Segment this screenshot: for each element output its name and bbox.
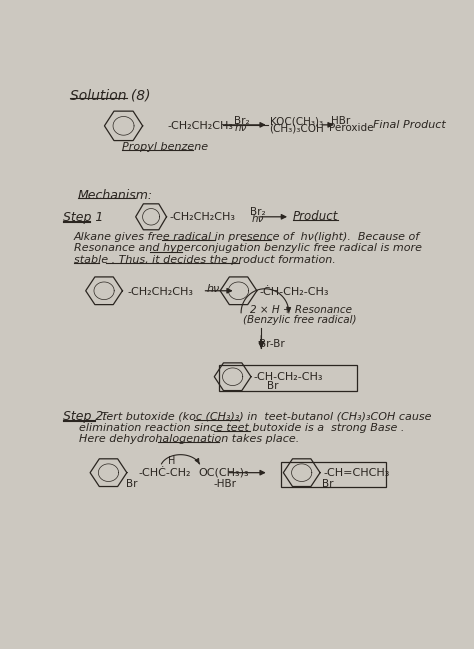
Text: -HBr: -HBr	[213, 479, 237, 489]
Text: hν: hν	[235, 123, 247, 133]
Text: 2 × H + Resonance: 2 × H + Resonance	[250, 305, 352, 315]
Text: -CHĊ-CH₂: -CHĊ-CH₂	[138, 468, 191, 478]
Text: Br: Br	[127, 479, 138, 489]
Text: Br: Br	[267, 381, 279, 391]
Text: hν: hν	[251, 214, 264, 225]
Text: Solution (8): Solution (8)	[70, 88, 151, 103]
Text: Product: Product	[292, 210, 338, 223]
Text: Br: Br	[322, 479, 333, 489]
Text: Resonance and hyperconjugation benzylic free radical is more: Resonance and hyperconjugation benzylic …	[74, 243, 422, 253]
Text: -CH-CH₂-CH₃: -CH-CH₂-CH₃	[254, 372, 323, 382]
Text: (Benzylic free radical): (Benzylic free radical)	[243, 315, 356, 325]
Text: Mechanism:: Mechanism:	[78, 189, 153, 202]
Text: Tert butoxide (koc (CH₃)₃) in  teet-butanol (CH₃)₃COH cause: Tert butoxide (koc (CH₃)₃) in teet-butan…	[101, 411, 432, 422]
Text: H: H	[168, 456, 175, 466]
Text: Br-Br: Br-Br	[259, 339, 285, 349]
Text: Here dehydrohalogenation takes place.: Here dehydrohalogenation takes place.	[80, 434, 300, 444]
Text: -CH₂CH₂CH₃: -CH₂CH₂CH₃	[169, 212, 236, 222]
Text: HBr: HBr	[331, 116, 350, 127]
Text: elimination reaction since teet butoxide is a  strong Base .: elimination reaction since teet butoxide…	[80, 422, 405, 433]
Text: Propyl benzene: Propyl benzene	[122, 142, 208, 152]
Text: hν: hν	[206, 284, 219, 294]
Text: Step 1: Step 1	[63, 212, 103, 225]
Text: stable . Thus, it decides the product formation.: stable . Thus, it decides the product fo…	[74, 255, 336, 265]
Text: Final Product: Final Product	[374, 120, 446, 130]
Text: -CH=CHCH₃: -CH=CHCH₃	[324, 468, 390, 478]
Text: Alkane gives free radical in presence of  hν(light).  Because of: Alkane gives free radical in presence of…	[74, 232, 420, 242]
Text: Step 2:-: Step 2:-	[63, 410, 112, 423]
Text: -CH₂CH₂CH₃: -CH₂CH₂CH₃	[168, 121, 234, 131]
Text: (CH₃)₃COH: (CH₃)₃COH	[269, 123, 324, 133]
Bar	[219, 365, 357, 391]
Text: OC(CH₃)₃: OC(CH₃)₃	[199, 468, 249, 478]
Text: Br₂: Br₂	[250, 207, 266, 217]
Text: Peroxide: Peroxide	[328, 123, 373, 133]
Bar	[282, 461, 386, 487]
Text: -ĊH-CH₂-CH₃: -ĊH-CH₂-CH₃	[259, 287, 329, 297]
Text: KOC(CH₃)₃: KOC(CH₃)₃	[271, 116, 324, 127]
Text: -CH₂CH₂CH₃: -CH₂CH₂CH₃	[127, 287, 193, 297]
Text: Br₂: Br₂	[234, 116, 249, 127]
